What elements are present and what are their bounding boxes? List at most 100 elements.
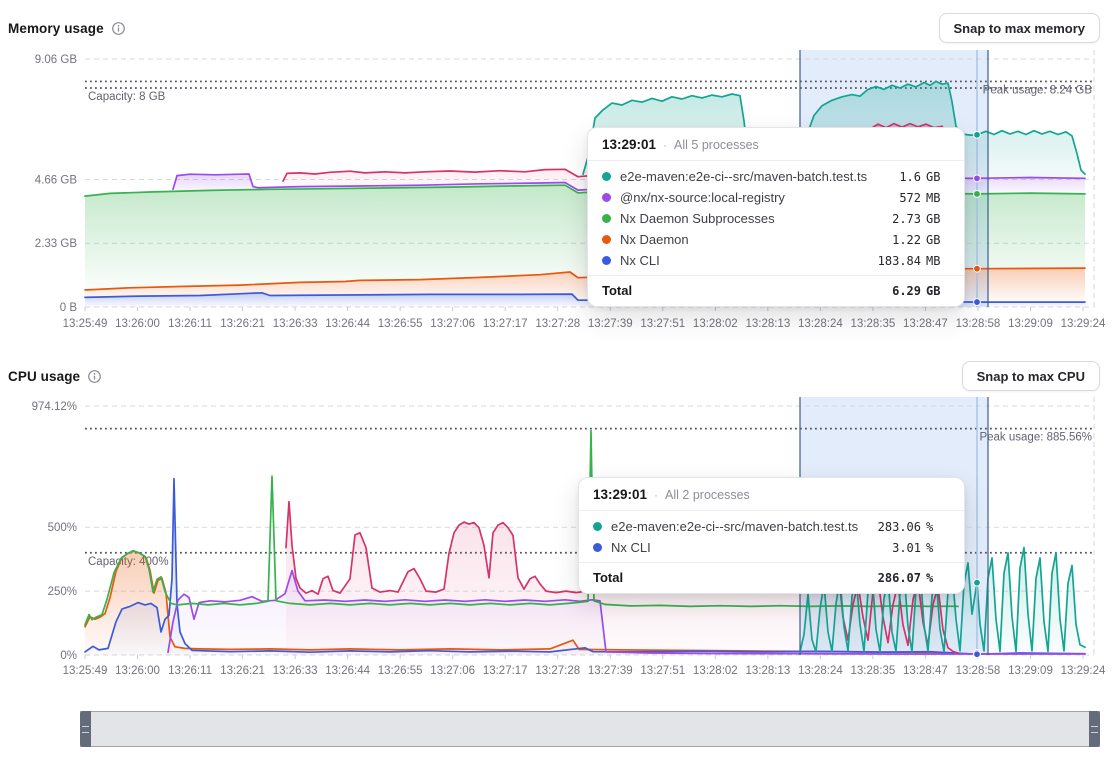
x-axis-tick-label: 13:28:35 (851, 318, 896, 330)
tooltip-row: Nx CLI 183.84 MB (588, 250, 964, 271)
memory-tooltip-rows: e2e-maven:e2e-ci--src/maven-batch.test.t… (588, 161, 964, 275)
y-axis-tick-label: 4.66 GB (35, 174, 78, 186)
series-color-dot (602, 214, 611, 223)
x-axis-tick-label: 13:26:55 (378, 318, 423, 330)
y-axis-tick-label: 250% (48, 586, 77, 598)
hover-dot (973, 130, 981, 139)
hover-dot (973, 174, 981, 183)
tooltip-row: e2e-maven:e2e-ci--src/maven-batch.test.t… (579, 516, 964, 537)
total-value: 286.07 (877, 570, 921, 585)
series-line-daemon-sub (84, 429, 959, 626)
x-axis-tick-label: 13:26:21 (220, 665, 265, 677)
y-axis-tick-label: 2.33 GB (35, 238, 78, 250)
tooltip-time: 13:29:01 (593, 487, 648, 502)
peak-label: Peak usage: 885.56% (979, 432, 1092, 444)
process-name: Nx Daemon (620, 232, 689, 247)
series-area-e2e (800, 547, 1085, 655)
x-axis-tick-label: 13:28:13 (745, 665, 790, 677)
x-axis-tick-label: 13:28:35 (851, 665, 896, 677)
peak-label: Peak usage: 8.24 GB (983, 84, 1093, 96)
tooltip-total-row: Total 6.29 GB (588, 275, 964, 306)
tooltip-total-row: Total 286.07 % (579, 562, 964, 593)
x-axis-tick-label: 13:28:47 (903, 318, 948, 330)
x-axis-tick-label: 13:27:28 (535, 318, 580, 330)
x-axis-tick-label: 13:28:02 (693, 318, 738, 330)
series-color-dot (602, 193, 611, 202)
cpu-tooltip: 13:29:01 · All 2 processes e2e-maven:e2e… (578, 477, 965, 594)
x-axis-tick-label: 13:29:09 (1008, 318, 1053, 330)
process-value: 2.73 (892, 211, 921, 226)
memory-tooltip-header: 13:29:01 · All 5 processes (588, 128, 964, 161)
process-value: 572 (899, 190, 921, 205)
hover-dot (973, 650, 981, 659)
process-name: Nx Daemon Subprocesses (620, 211, 775, 226)
process-value: 1.22 (892, 232, 921, 247)
process-name: @nx/nx-source:local-registry (620, 190, 785, 205)
x-axis-tick-label: 13:29:09 (1008, 665, 1053, 677)
x-axis-tick-label: 13:26:33 (273, 318, 318, 330)
x-axis-tick-label: 13:28:47 (903, 665, 948, 677)
brush-grip-icon (82, 725, 89, 733)
memory-tooltip: 13:29:01 · All 5 processes e2e-maven:e2e… (587, 127, 965, 307)
time-range-brush[interactable] (80, 711, 1100, 747)
total-unit: GB (926, 283, 941, 298)
x-axis-tick-label: 13:27:51 (640, 318, 685, 330)
tooltip-row: Nx CLI 3.01% (579, 537, 964, 558)
process-unit: % (926, 540, 934, 555)
process-unit: MB (926, 253, 941, 268)
x-axis-tick-label: 13:28:58 (956, 318, 1001, 330)
series-line-e2e (799, 546, 1086, 653)
x-axis-tick-label: 13:28:24 (798, 318, 843, 330)
x-axis-tick-label: 13:26:33 (273, 665, 318, 677)
x-axis-tick-label: 13:29:24 (1061, 665, 1106, 677)
y-axis-tick-label: 500% (48, 522, 77, 534)
tooltip-row: @nx/nx-source:local-registry 572 MB (588, 187, 964, 208)
x-axis-tick-label: 13:25:49 (63, 665, 108, 677)
process-unit: GB (926, 211, 941, 226)
brush-handle-left[interactable] (80, 711, 91, 747)
process-value: 3.01 (892, 540, 921, 555)
series-line-registry (167, 569, 1086, 655)
memory-info-icon[interactable] (111, 21, 126, 36)
total-label: Total (593, 570, 624, 585)
tooltip-row: e2e-maven:e2e-ci--src/maven-batch.test.t… (588, 166, 964, 187)
total-label: Total (602, 283, 633, 298)
x-axis-tick-label: 13:25:49 (63, 318, 108, 330)
total-unit: % (926, 570, 934, 585)
brush-handle-right[interactable] (1089, 711, 1100, 747)
hover-dot (973, 578, 981, 587)
tooltip-separator: · (654, 487, 659, 502)
hover-dot (973, 190, 981, 198)
series-color-dot (602, 256, 611, 265)
process-name: Nx CLI (620, 253, 660, 268)
series-line-e2e (582, 80, 1086, 176)
series-line-nx-daemon (84, 550, 959, 654)
tooltip-row: Nx Daemon Subprocesses 2.73 GB (588, 208, 964, 229)
capacity-label: Capacity: 8 GB (88, 91, 166, 103)
x-axis-tick-label: 13:26:44 (325, 665, 370, 677)
snap-to-max-memory-button[interactable]: Snap to max memory (938, 13, 1100, 43)
x-axis-tick-label: 13:28:58 (956, 665, 1001, 677)
process-unit: MB (926, 190, 941, 205)
x-axis-tick-label: 13:26:21 (220, 318, 265, 330)
cpu-chart-title: CPU usage (8, 368, 81, 384)
x-axis-tick-label: 13:27:17 (483, 318, 528, 330)
x-axis-tick-label: 13:27:06 (430, 318, 475, 330)
tooltip-row: Nx Daemon 1.22 GB (588, 229, 964, 250)
x-axis-tick-label: 13:29:24 (1061, 318, 1106, 330)
process-unit: GB (926, 169, 941, 184)
x-axis-tick-label: 13:27:51 (640, 665, 685, 677)
snap-to-max-cpu-button[interactable]: Snap to max CPU (961, 361, 1100, 391)
x-axis-tick-label: 13:26:00 (115, 665, 160, 677)
cpu-info-icon[interactable] (87, 369, 102, 384)
memory-chart-header: Memory usage Snap to max memory (8, 13, 1100, 43)
x-axis-tick-label: 13:28:02 (693, 665, 738, 677)
process-unit: GB (926, 232, 941, 247)
process-name: Nx CLI (611, 540, 651, 555)
process-name: e2e-maven:e2e-ci--src/maven-batch.test.t… (611, 519, 859, 534)
x-axis-tick-label: 13:28:13 (745, 318, 790, 330)
x-axis-tick-label: 13:26:11 (168, 318, 212, 330)
process-value: 183.84 (877, 253, 921, 268)
x-axis-tick-label: 13:26:00 (115, 318, 160, 330)
tooltip-time: 13:29:01 (602, 137, 657, 152)
